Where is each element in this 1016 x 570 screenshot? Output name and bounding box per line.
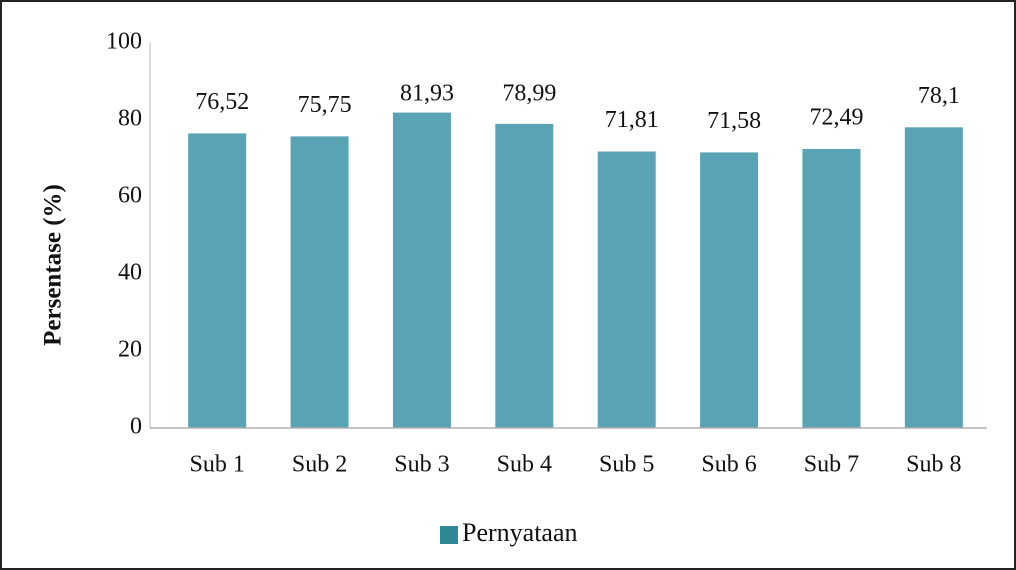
y-axis-label: Persentase (%) xyxy=(40,184,67,346)
x-tick-label: Sub 7 xyxy=(804,452,859,478)
y-tick-label: 40 xyxy=(118,260,142,286)
y-tick-label: 20 xyxy=(118,337,142,363)
x-tick-label: Sub 6 xyxy=(701,452,756,478)
bar xyxy=(802,148,861,428)
bar xyxy=(392,112,451,428)
y-tick-label: 80 xyxy=(118,106,142,132)
data-label: 71,58 xyxy=(707,108,761,134)
x-tick-label: Sub 1 xyxy=(190,452,245,478)
y-tick-label: 100 xyxy=(106,29,142,55)
data-label: 81,93 xyxy=(400,81,454,107)
data-label: 75,75 xyxy=(298,92,352,118)
x-tick-label: Sub 2 xyxy=(292,452,347,478)
bar xyxy=(700,152,759,429)
bar xyxy=(188,133,247,428)
data-label: 72,49 xyxy=(809,104,863,130)
x-tick-label: Sub 4 xyxy=(497,452,552,478)
legend-swatch xyxy=(440,526,458,544)
data-label: 78,99 xyxy=(502,81,556,107)
y-tick-label: 60 xyxy=(118,183,142,209)
x-tick-label: Sub 3 xyxy=(394,452,449,478)
bar xyxy=(904,127,963,428)
x-tick-label: Sub 5 xyxy=(599,452,654,478)
data-label: 76,52 xyxy=(195,89,249,115)
legend-label: Pernyataan xyxy=(462,518,578,547)
bar xyxy=(290,136,349,429)
bar xyxy=(495,123,554,429)
data-label: 71,81 xyxy=(605,107,659,133)
x-tick-label: Sub 8 xyxy=(906,452,961,478)
y-tick-label: 0 xyxy=(130,414,142,440)
bar xyxy=(597,151,656,428)
data-label: 78,1 xyxy=(918,83,960,109)
